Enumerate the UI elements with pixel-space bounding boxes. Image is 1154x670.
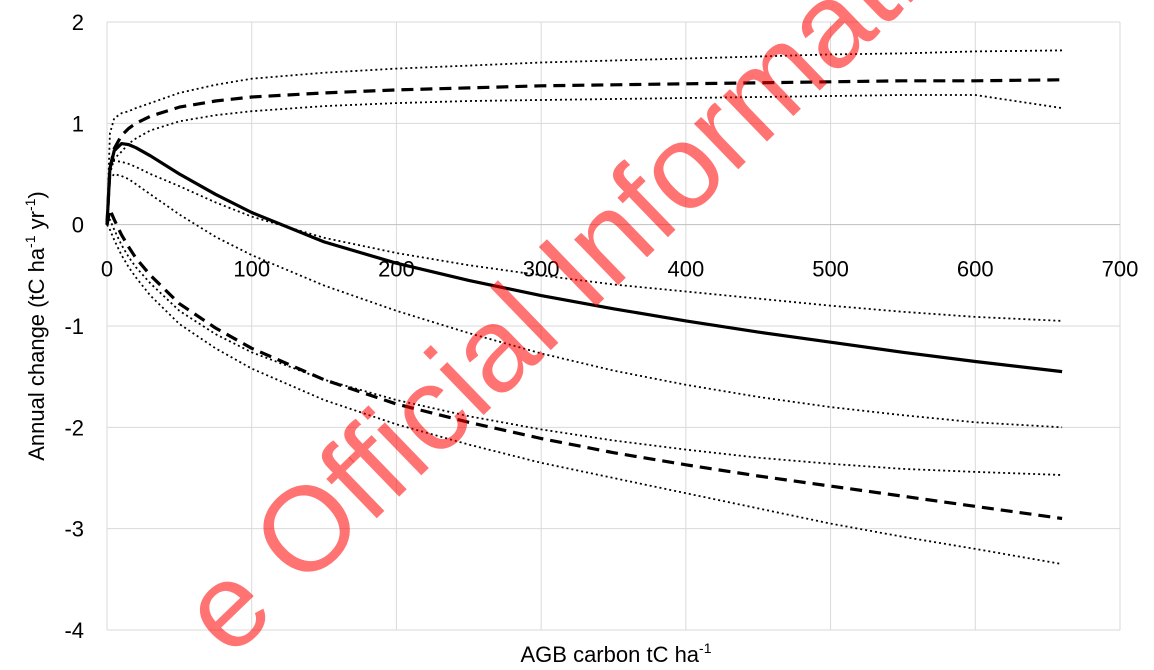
series-line-solid-0 — [105, 142, 1063, 374]
watermark: e Official Information A — [155, 0, 1115, 670]
series-line-dotted-5 — [106, 159, 1063, 322]
x-tick-label: 200 — [378, 257, 415, 282]
series-layer — [105, 49, 1063, 565]
y-tick-label: -4 — [64, 618, 84, 643]
series-line-dotted-4 — [106, 94, 1063, 225]
series-line-dashed-2 — [105, 207, 1063, 521]
y-tick-label: 0 — [72, 213, 84, 238]
x-tick-label: 500 — [812, 257, 849, 282]
x-tick-label: 300 — [523, 257, 560, 282]
x-tick-label: 400 — [667, 257, 704, 282]
x-tick-label: 100 — [233, 257, 270, 282]
x-tick-label: 0 — [101, 257, 113, 282]
y-tick-label: -2 — [64, 415, 84, 440]
x-tick-label: 700 — [1102, 257, 1139, 282]
series-line-dashed-1 — [105, 78, 1063, 225]
series-line-dotted-8 — [106, 224, 1063, 565]
grid-layer — [106, 21, 1121, 631]
y-axis-label: Annual change (tC ha-1 yr-1) — [22, 191, 49, 461]
y-tick-label: -3 — [64, 517, 84, 542]
y-tick-label: -1 — [64, 314, 84, 339]
y-tick-label: 2 — [72, 10, 84, 35]
x-tick-label: 600 — [957, 257, 994, 282]
series-line-dotted-6 — [106, 173, 1063, 429]
series-line-dotted-3 — [106, 49, 1063, 225]
tick-layer: 0 100 200 300 400 500 600 700 2 1 0 -1 -2 -3 -4 — [64, 10, 1138, 643]
x-axis-label: AGB carbon tC ha-1 — [521, 640, 712, 667]
y-tick-label: 1 — [72, 111, 84, 136]
